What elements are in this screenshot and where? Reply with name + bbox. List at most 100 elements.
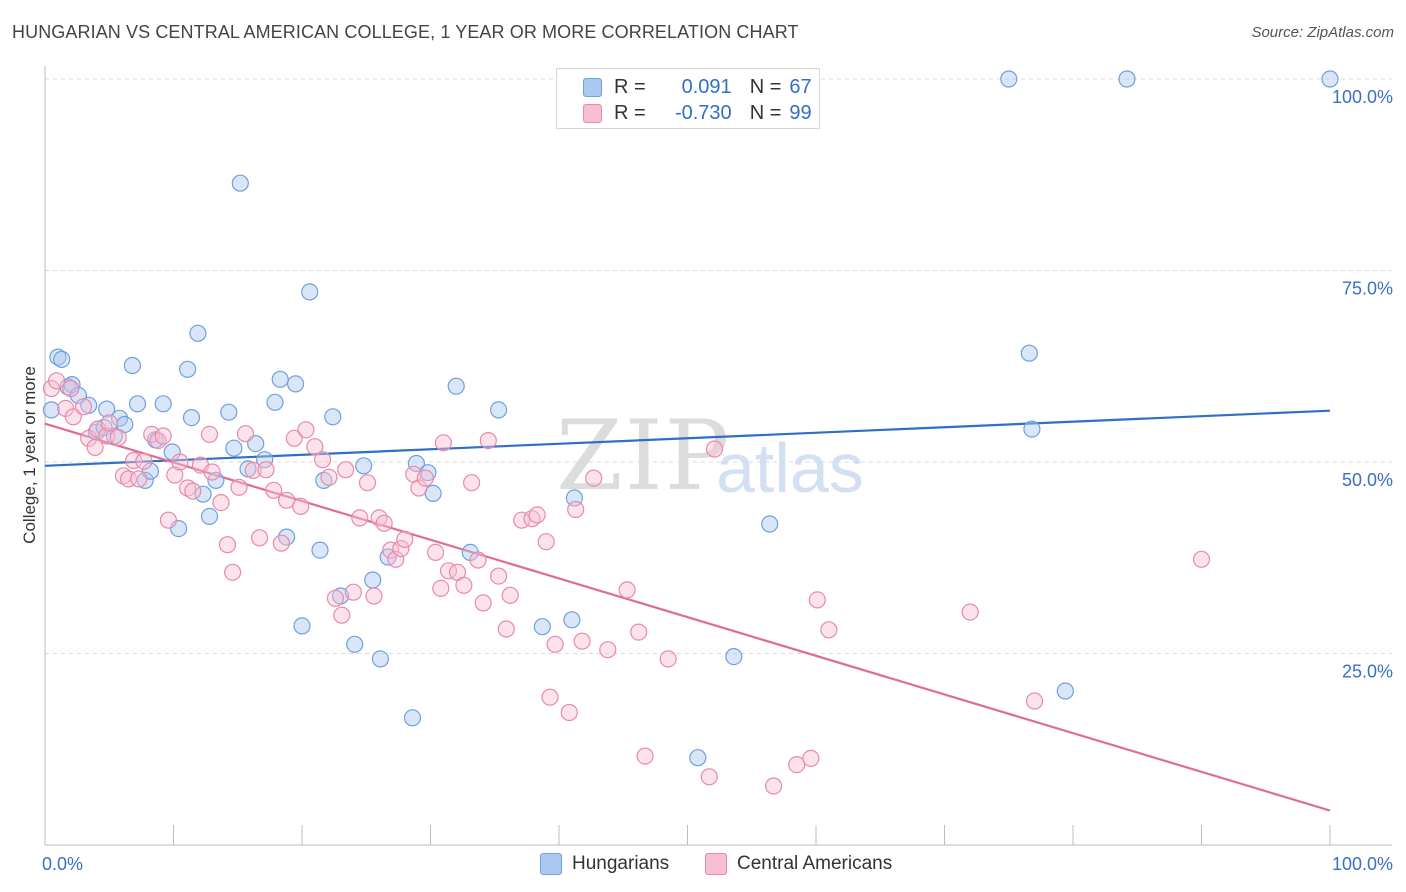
central-american-point [74,398,93,416]
hungarian-point [364,571,382,589]
central-american-point [265,481,283,499]
central-american-trend-line [44,422,1331,812]
gridlines [45,78,1392,654]
hungarian-point [447,377,465,395]
central-american-point [64,408,82,426]
hungarian-point [533,618,551,636]
central-american-point [808,591,826,609]
central-american-point [297,421,315,439]
watermark-zip: ZIP [556,400,732,512]
scatter-points [42,70,1339,795]
hungarian-point [563,611,581,629]
hungarian-point [761,515,779,533]
central-american-point [365,587,383,605]
central-american-point [314,451,332,469]
hungarian-point [371,650,389,668]
central-american-point [109,428,127,447]
central-american-point [573,632,591,650]
hungarian-point [194,485,212,503]
hungarian-point [1321,70,1339,88]
central-american-point [392,539,410,558]
legend-swatch-central-americans [705,853,727,875]
central-american-point [802,749,820,768]
central-american-point [410,479,428,497]
central-american-point [497,620,515,638]
hungarian-point [1020,344,1038,362]
central-american-point [244,461,262,479]
central-american-point [100,414,118,432]
chart-title: HUNGARIAN VS CENTRAL AMERICAN COLLEGE, 1… [12,22,799,42]
central-american-point [375,514,393,532]
central-american-point [257,461,275,479]
y-axis-label: College, 1 year or more [20,366,39,544]
hungarian-point [42,401,61,419]
hungarian-point [1056,682,1074,700]
central-american-point [490,567,508,585]
central-american-point [455,576,473,594]
central-american-point [788,755,806,774]
central-american-point [469,551,487,569]
legend-n-label: N = [749,101,782,124]
central-american-point [154,427,172,445]
correlation-legend: R = 0.091 N = 67 R = -0.730 N = 99 [556,68,820,129]
hungarian-point [301,283,319,301]
central-american-point [764,777,783,795]
series-legend-central-americans[interactable]: Central Americans [705,852,892,876]
central-american-point [636,747,654,765]
central-american-point [62,379,80,398]
hungarian-point [53,350,71,368]
legend-r-value: 0.091 [681,75,732,98]
legend-label-central-americans: Central Americans [737,853,893,874]
hungarian-point [293,617,311,635]
central-american-point [434,434,452,452]
central-american-point [344,583,362,601]
legend-row-central-americans: R = -0.730 N = 99 [583,101,812,125]
central-american-point [135,452,153,470]
central-american-point [820,621,838,639]
hungarian-point [189,324,207,342]
legend-r-label: R = [614,101,646,124]
central-american-point [251,529,269,547]
hungarian-point [689,749,707,767]
hungarian-point [182,409,201,427]
central-american-point [659,650,677,668]
hungarian-point [271,370,289,388]
y-tick-label: 25.0% [1342,662,1393,682]
central-american-point [272,534,290,552]
legend-r-label: R = [614,75,646,98]
hungarian-point [315,471,333,489]
central-american-point [387,550,405,568]
central-american-point [230,478,248,496]
tick-labels: 25.0% 50.0% 75.0% 100.0% 0.0% 100.0% [42,87,1393,874]
watermark-atlas: atlas [716,429,864,507]
central-american-point [292,497,310,515]
central-american-point [416,469,434,487]
hungarian-point [154,395,172,413]
central-american-point [86,438,104,456]
central-american-point [278,491,296,509]
central-american-point [236,425,255,443]
central-american-point [585,469,603,487]
central-american-point [326,589,344,607]
hungarian-point [225,439,243,457]
hungarian-point [1118,70,1136,88]
hungarian-trend-line [44,409,1331,467]
central-american-point [1192,550,1211,568]
central-american-point [560,703,578,722]
central-american-point [1025,692,1044,710]
axes [44,66,1392,846]
y-tick-label: 75.0% [1342,279,1393,299]
central-american-point [337,461,355,479]
central-american-point [320,468,338,486]
hungarian-point [287,375,305,393]
central-american-point [184,482,202,500]
central-american-point [333,606,351,624]
legend-swatch-central-americans [583,103,602,123]
central-american-point [537,533,555,551]
series-legend-hungarians[interactable]: Hungarians [540,852,669,876]
central-american-point [463,474,481,492]
legend-swatch-hungarians [583,77,602,97]
central-american-point [396,530,414,549]
legend-n-value: 99 [789,101,812,124]
